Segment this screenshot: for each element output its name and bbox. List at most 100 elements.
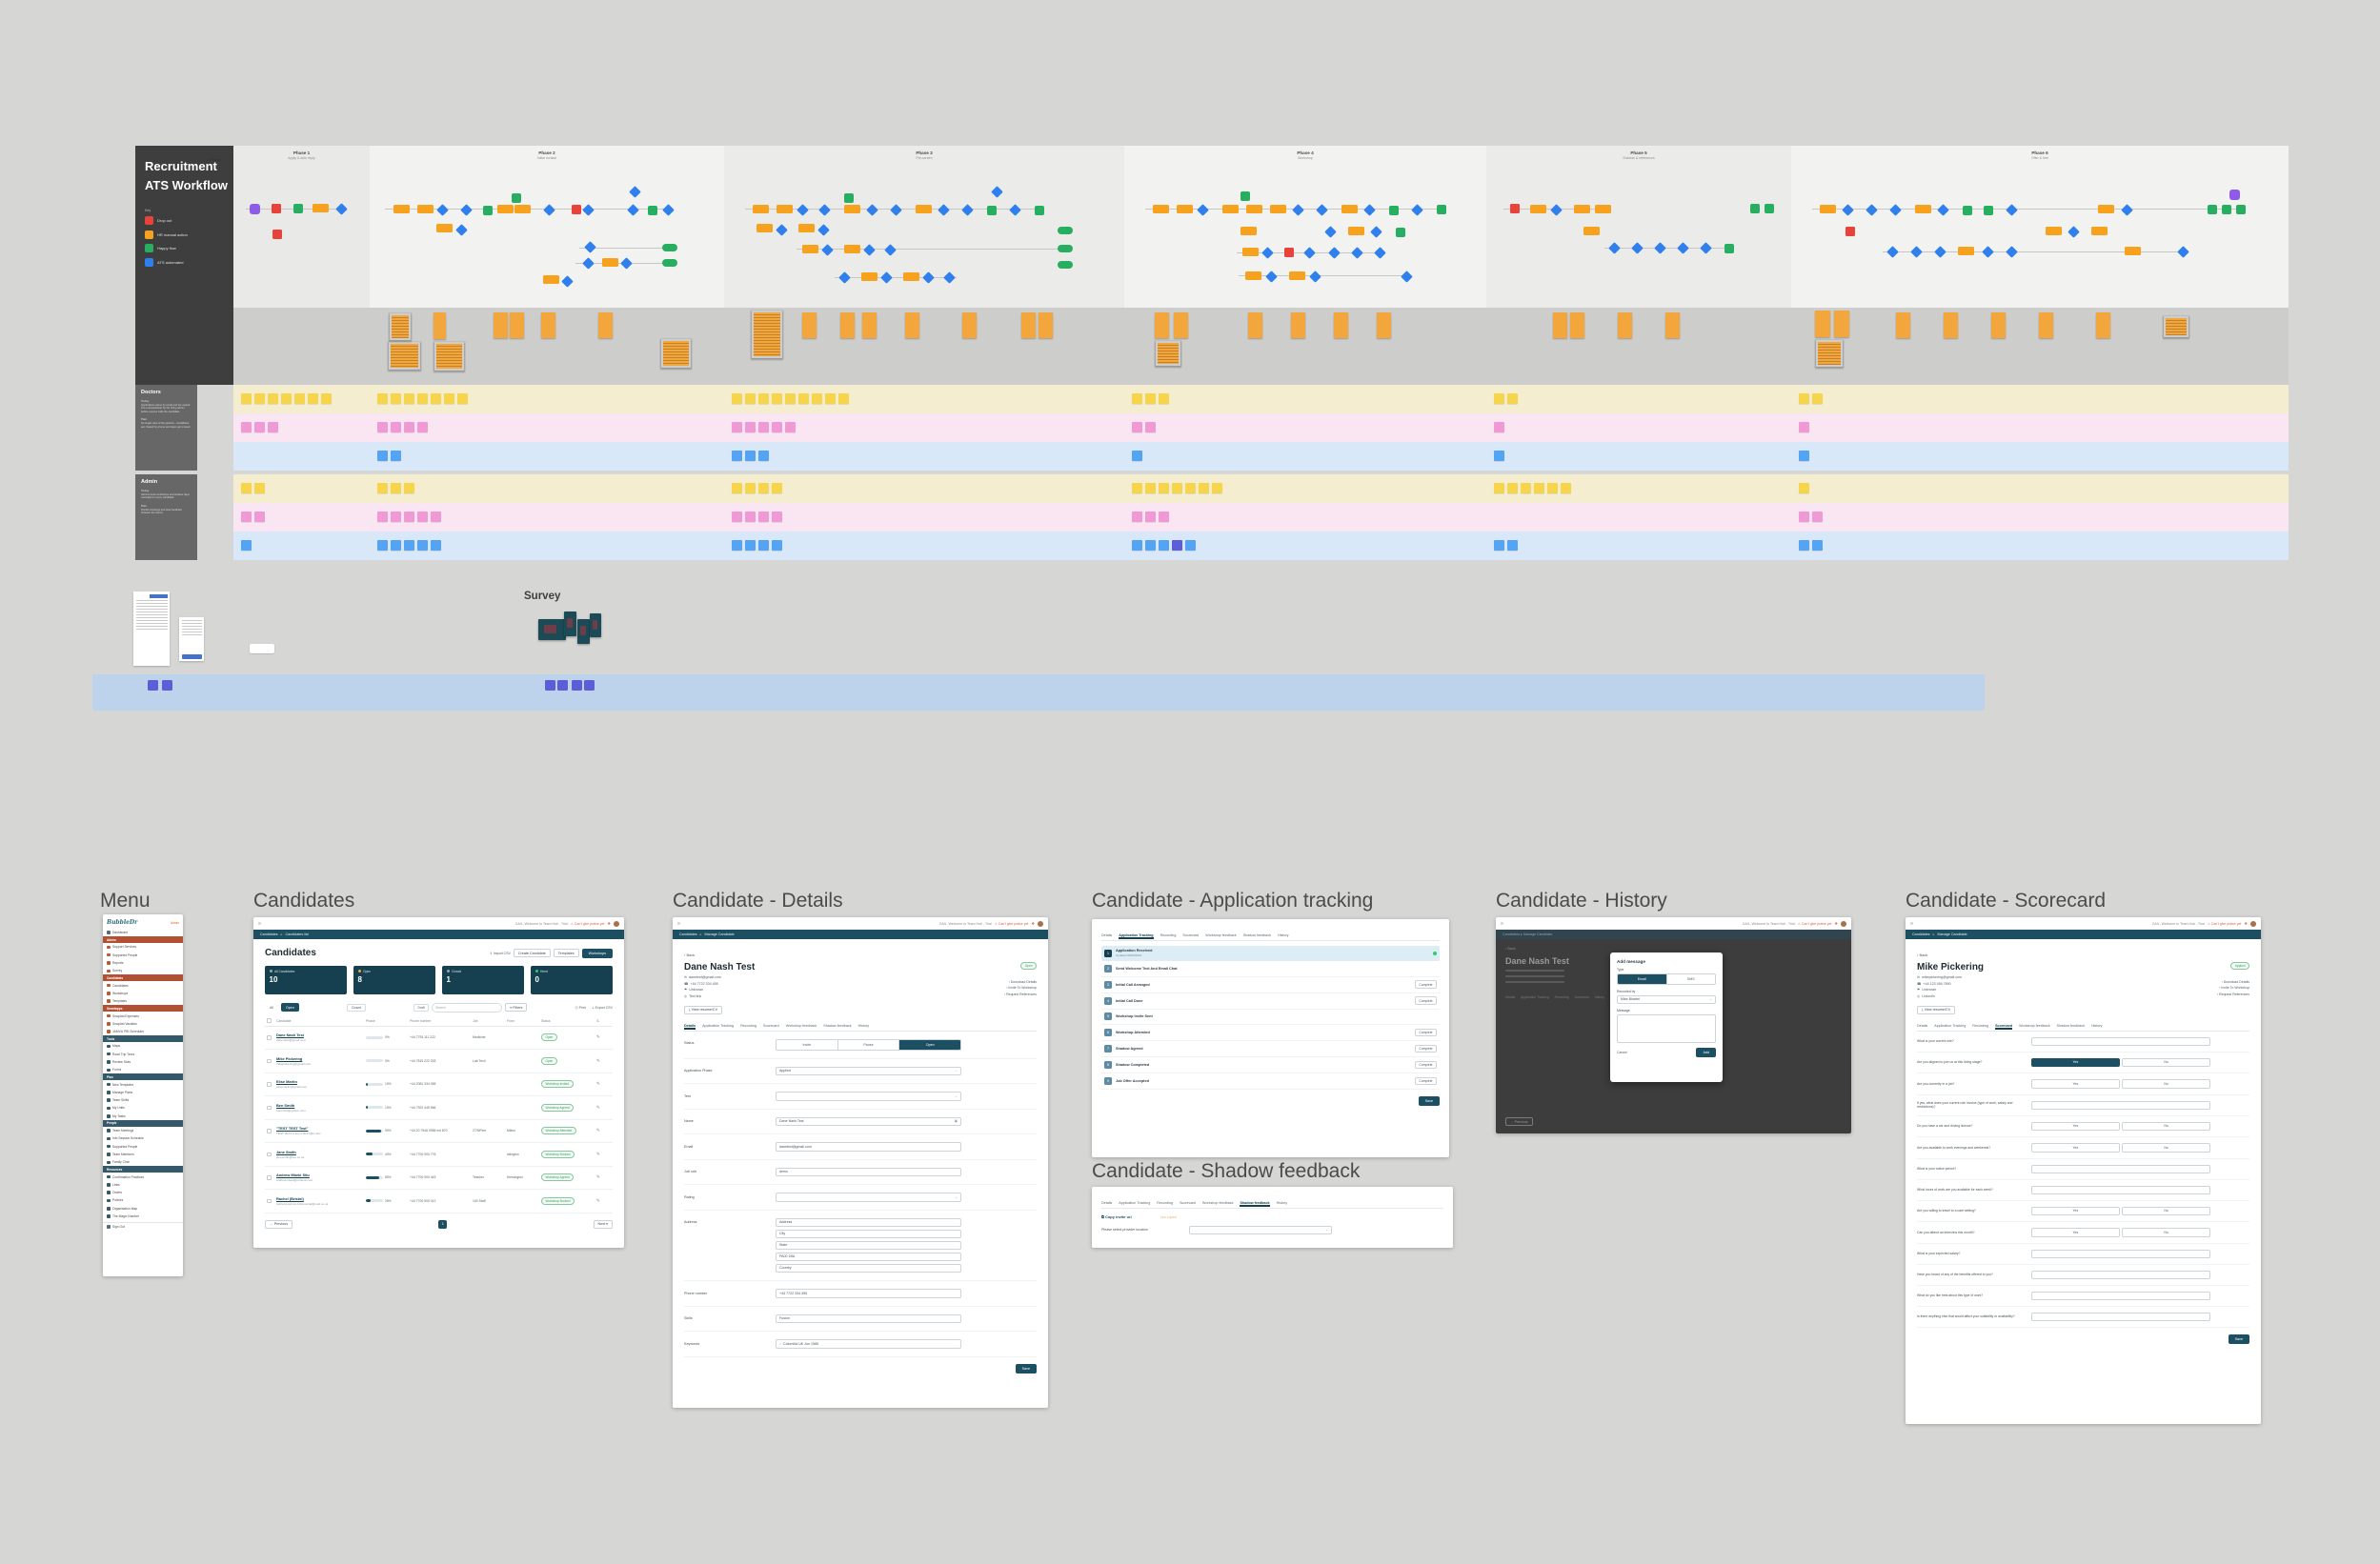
search-input[interactable]: Search <box>432 1003 503 1013</box>
menu-item[interactable]: Road Trip Tours <box>103 1051 183 1058</box>
sticky-note-small[interactable] <box>1145 422 1156 432</box>
sticky-note-small[interactable] <box>1812 540 1823 551</box>
create-candidate-button[interactable]: Create Candidate <box>513 949 551 957</box>
input-phone-number[interactable]: +44 7722 334 455 <box>776 1289 961 1298</box>
flow-node-process[interactable] <box>903 272 919 281</box>
tab-workshop-feedback[interactable]: Workshop feedback <box>2019 1024 2050 1029</box>
action-link[interactable]: › Request References <box>2216 992 2249 996</box>
menu-item[interactable]: The Magic Number <box>103 1213 183 1220</box>
sticky-note[interactable] <box>494 312 508 338</box>
select-rating[interactable]: ⌄ <box>776 1193 961 1202</box>
flow-node-process[interactable] <box>1341 205 1358 213</box>
sticky-note[interactable] <box>905 312 919 338</box>
sticky-note[interactable] <box>1618 312 1632 338</box>
flow-node-done[interactable] <box>483 206 493 215</box>
menu-item[interactable]: Reports <box>103 959 183 967</box>
menu-item[interactable]: Team Members <box>103 1151 183 1158</box>
flow-node-done-pill[interactable] <box>1058 245 1073 252</box>
tracking-step[interactable]: 9 Job Offer Accepted Complete <box>1101 1073 1440 1091</box>
flow-node-process[interactable] <box>1270 205 1286 213</box>
complete-button[interactable]: Complete <box>1414 1044 1437 1053</box>
table-row[interactable]: Rachel (Bristol) rachel.peterson.bristol+… <box>265 1190 613 1213</box>
import-csv-link[interactable]: ⇪ Import CSV <box>489 951 511 955</box>
sticky-note-small[interactable] <box>812 393 822 404</box>
no-button[interactable]: No <box>2122 1057 2210 1068</box>
sticky-note-small[interactable] <box>241 511 252 522</box>
breadcrumb-item[interactable]: Candidates <box>1912 932 1930 936</box>
yes-button[interactable]: Yes <box>2031 1206 2120 1216</box>
menu-item[interactable]: SnapAid Expenses <box>103 1012 183 1019</box>
sticky-note-small[interactable] <box>772 540 782 551</box>
flow-node-done-pill[interactable] <box>1058 261 1073 269</box>
menu-item[interactable]: JAMVU PBI Scheduler <box>103 1028 183 1035</box>
flow-node-process[interactable] <box>514 205 531 213</box>
flow-node-process[interactable] <box>1820 205 1836 213</box>
tracking-step[interactable]: 5 Workshop Invite Sent <box>1101 1010 1440 1026</box>
sticky-note[interactable] <box>862 312 877 338</box>
sticky-note-small[interactable] <box>758 451 769 461</box>
minimap-item[interactable] <box>584 680 595 691</box>
sticky-note[interactable] <box>1334 312 1348 338</box>
sticky-note-small[interactable] <box>321 393 332 404</box>
sticky-note-small[interactable] <box>785 422 796 432</box>
true[interactable]: Automation <box>206 158 225 162</box>
stat-card[interactable]: All Candidates 10 <box>265 966 347 994</box>
menu-item[interactable]: My Units <box>103 1104 183 1112</box>
tracking-step[interactable]: 3 Initial Call Arranged Complete <box>1101 977 1440 993</box>
sticky-note-small[interactable] <box>772 393 782 404</box>
menu-item[interactable]: Info Session Schedule <box>103 1134 183 1142</box>
next-button[interactable]: Next ▾ <box>593 1219 613 1229</box>
edit-icon[interactable]: ✎ <box>596 1081 600 1087</box>
sticky-note-small[interactable] <box>1185 483 1196 493</box>
stat-card[interactable]: Closed 1 <box>442 966 524 994</box>
select-test[interactable]: ⌄ <box>776 1092 961 1101</box>
answer-input[interactable] <box>2031 1100 2210 1110</box>
sticky-note-small[interactable] <box>1534 483 1544 493</box>
flow-node-stop[interactable] <box>1510 204 1520 213</box>
address-input[interactable]: State <box>776 1240 961 1251</box>
filter-tab-open[interactable]: Open <box>281 1003 299 1013</box>
tab-shadow-feedback[interactable]: Shadow feedback <box>1242 933 1272 937</box>
sticky-note[interactable] <box>1991 312 2006 338</box>
save-button[interactable]: Save <box>2228 1333 2249 1344</box>
input-skills[interactable]: Fusion <box>776 1313 961 1324</box>
breadcrumb-item[interactable]: Candidates list <box>285 932 309 936</box>
candidate-name-link[interactable]: Andrew Mbeki Situ <box>276 1173 310 1178</box>
sticky-note-small[interactable] <box>772 511 782 522</box>
sticky-note-small[interactable] <box>417 511 428 522</box>
back-link[interactable]: ‹ Back <box>1917 952 1928 957</box>
tab-application-tracking[interactable]: Application Tracking <box>702 1024 735 1029</box>
action-link[interactable]: › Invite To Workshop <box>1006 986 1037 991</box>
minimap-item[interactable] <box>572 680 582 691</box>
tab-shadow-feedback[interactable]: Shadow feedback <box>2056 1024 2085 1029</box>
yes-button[interactable]: Yes <box>2031 1057 2120 1068</box>
flow-node-process[interactable] <box>1958 247 1974 255</box>
sticky-note[interactable] <box>1944 312 1958 338</box>
checkbox[interactable] <box>267 1175 272 1180</box>
tab-workshop-feedback[interactable]: Workshop feedback <box>785 1024 817 1029</box>
flow-node-process[interactable] <box>756 224 773 232</box>
survey-thumbnail[interactable] <box>590 613 601 637</box>
flow-node-process[interactable] <box>1245 271 1261 280</box>
sticky-note-small[interactable] <box>417 393 428 404</box>
breadcrumb-item[interactable]: Manage Candidate <box>704 932 735 936</box>
answer-input[interactable] <box>2031 1249 2210 1258</box>
sticky-note[interactable] <box>802 312 817 338</box>
flow-node-process[interactable] <box>802 245 818 253</box>
input-name[interactable]: Dane Nash Test ▣ <box>776 1116 961 1127</box>
flow-node-process[interactable] <box>1348 227 1364 235</box>
checkbox[interactable] <box>267 1129 272 1133</box>
sticky-note[interactable] <box>1021 312 1036 338</box>
sticky-note-small[interactable] <box>745 540 756 551</box>
tab-scorecard[interactable]: Scorecard <box>1182 933 1200 937</box>
flow-node-process[interactable] <box>1583 227 1600 235</box>
flow-node-process[interactable] <box>753 205 769 213</box>
address-input[interactable]: City <box>776 1229 961 1239</box>
menu-item[interactable]: Team Shifts <box>103 1096 183 1104</box>
sticky-note-small[interactable] <box>758 422 769 432</box>
sticky-note[interactable] <box>434 341 465 371</box>
tab-history[interactable]: History <box>857 1024 870 1029</box>
sticky-note-small[interactable] <box>308 393 318 404</box>
flow-node-done[interactable] <box>987 206 997 215</box>
sticky-note[interactable] <box>1834 311 1849 337</box>
